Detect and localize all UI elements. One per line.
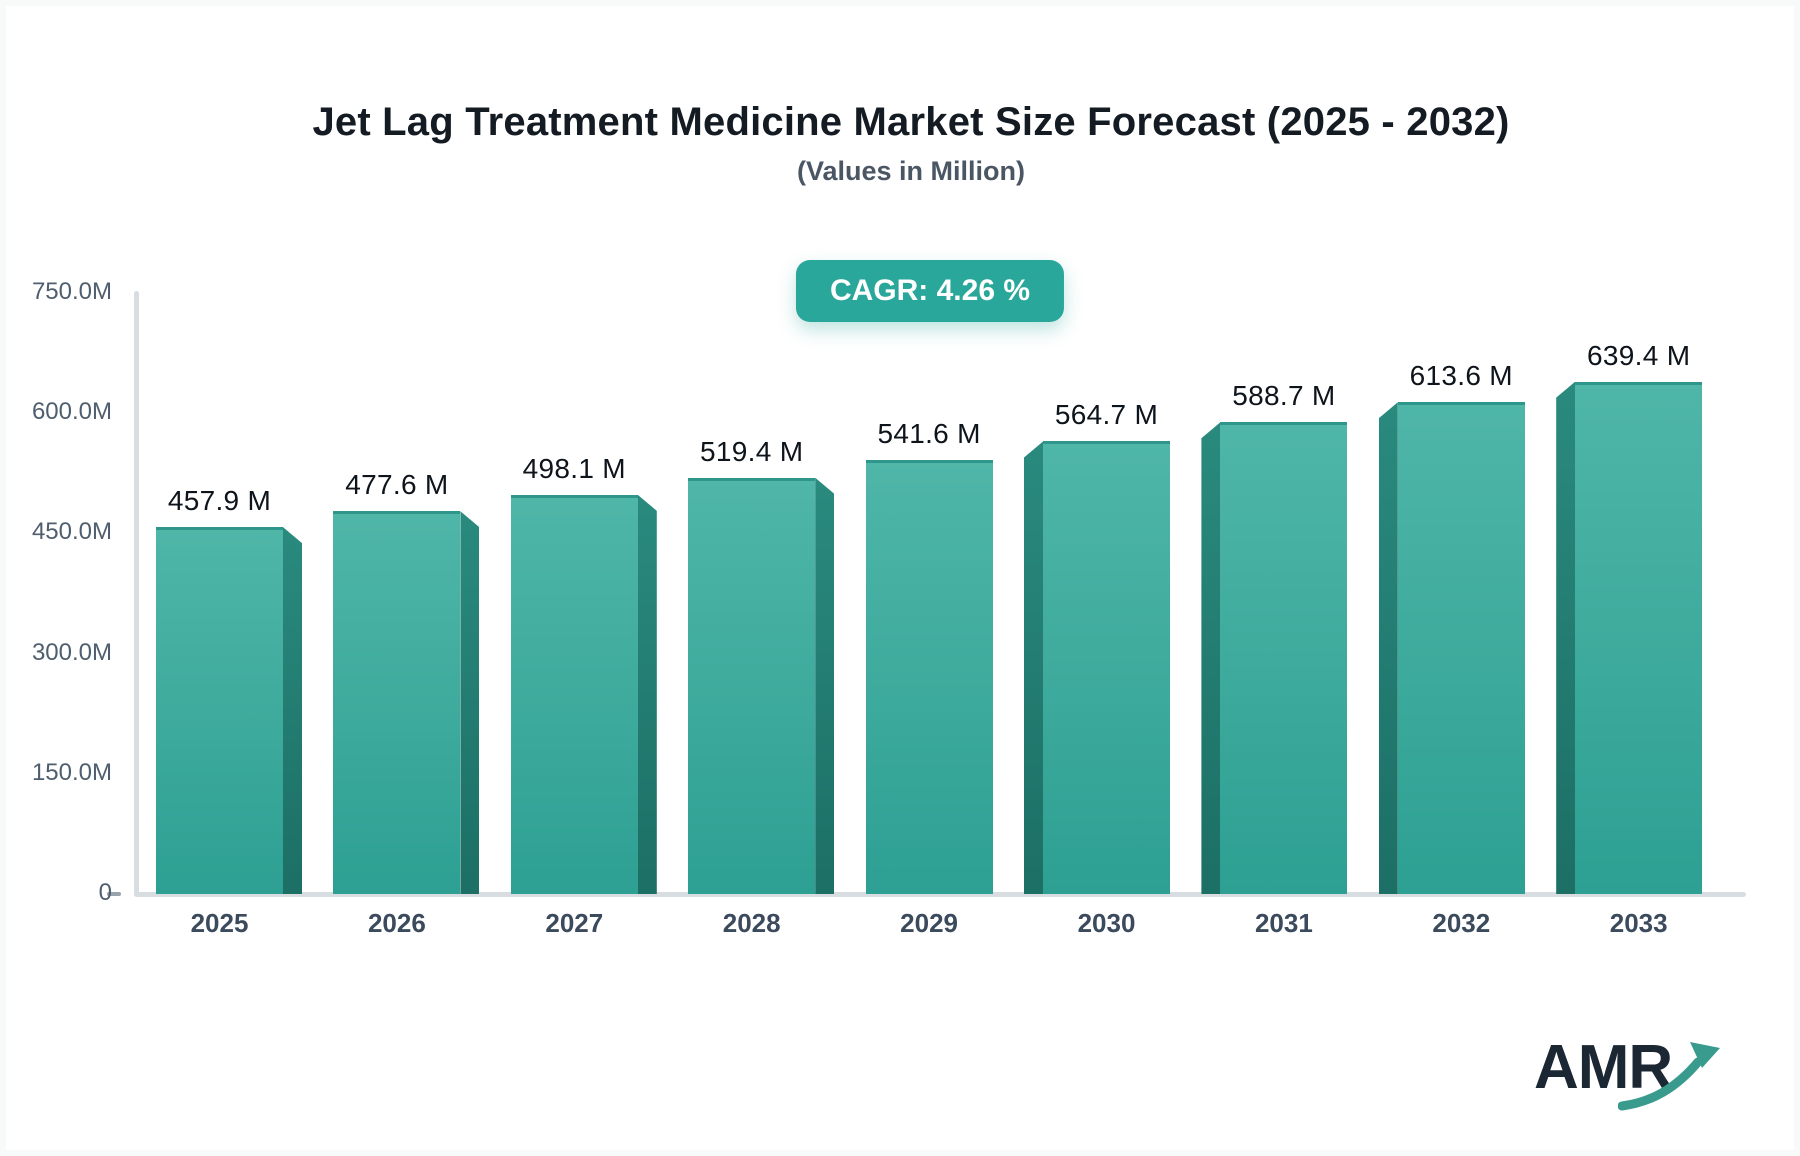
bar-value-label-2031: 588.7 M <box>1232 380 1336 412</box>
bar-side-face-2031 <box>1201 422 1221 894</box>
bar-side-face-2030 <box>1024 441 1043 894</box>
y-axis-line <box>134 291 139 895</box>
amr-logo-text: AMR <box>1534 1033 1673 1102</box>
bar-2025[interactable] <box>156 527 283 894</box>
bar-2028[interactable] <box>688 477 816 894</box>
bar-side-face-2026 <box>460 511 480 894</box>
bar-value-label-2028: 519.4 M <box>700 435 804 467</box>
bar-value-label-2033: 639.4 M <box>1587 339 1691 371</box>
bar-side-face-2025 <box>283 527 302 894</box>
bar-2029[interactable] <box>865 459 993 894</box>
x-tick-label-2030: 2030 <box>1077 908 1136 938</box>
y-tick-label-300: 300.0M <box>31 638 112 666</box>
x-tick-label-2027: 2027 <box>545 908 604 938</box>
bar-2032[interactable] <box>1397 402 1525 894</box>
cagr-badge: CAGR: 4.26 % <box>795 260 1065 322</box>
x-axis-line <box>134 892 1746 897</box>
bar-side-face-2028 <box>815 477 835 894</box>
bar-value-label-2027: 498.1 M <box>522 452 626 484</box>
bar-value-label-2030: 564.7 M <box>1054 399 1159 431</box>
chart-subtitle: (Values in Million) <box>796 156 1026 186</box>
y-tick-label-450: 450.0M <box>31 518 112 546</box>
bar-value-label-2029: 541.6 M <box>877 417 981 449</box>
x-tick-label-2032: 2032 <box>1432 908 1491 938</box>
x-tick-label-2029: 2029 <box>900 908 959 938</box>
bar-2027[interactable] <box>510 494 638 894</box>
chart-title: Jet Lag Treatment Medicine Market Size F… <box>312 100 1510 144</box>
y-tick-label-150: 150.0M <box>31 758 112 786</box>
bar-side-face-2033 <box>1556 381 1576 894</box>
bar-2030[interactable] <box>1043 441 1170 894</box>
y-tick-label-600: 600.0M <box>31 398 112 426</box>
x-tick-label-2031: 2031 <box>1254 908 1313 938</box>
y-tick-label-750: 750.0M <box>31 278 112 305</box>
bar-2031[interactable] <box>1220 422 1348 894</box>
bar-value-label-2026: 477.6 M <box>345 469 449 501</box>
bar-2026[interactable] <box>333 511 461 894</box>
x-tick-label-2033: 2033 <box>1609 908 1668 938</box>
bar-side-face-2027 <box>637 494 657 894</box>
bar-chart-plot: 750.0M 600.0M 450.0M 300.0M 150.0M 0 457.9 M 4… <box>6 6 1794 1150</box>
bar-2033[interactable] <box>1575 381 1703 894</box>
bar-value-label-2025: 457.9 M <box>167 485 272 517</box>
amr-logo-arrow-icon <box>1618 1042 1720 1111</box>
zero-tick-mark <box>107 892 121 896</box>
x-tick-label-2025: 2025 <box>190 908 249 938</box>
amr-logo: AMR <box>1534 1032 1720 1118</box>
x-tick-label-2028: 2028 <box>722 908 781 938</box>
bar-value-label-2032: 613.6 M <box>1409 360 1513 392</box>
bar-side-face-2032 <box>1378 402 1398 894</box>
x-tick-label-2026: 2026 <box>367 908 426 938</box>
y-tick-label-0: 0 <box>98 879 112 906</box>
